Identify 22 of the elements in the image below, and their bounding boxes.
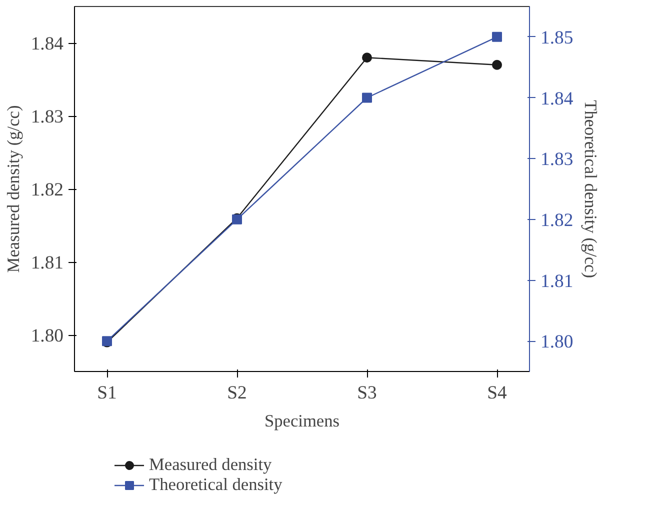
legend-label: Theoretical density bbox=[149, 475, 282, 495]
x-tick-label: S4 bbox=[487, 382, 508, 404]
y-tick-label: 1.84 bbox=[30, 34, 64, 54]
y2-tick-label: 1.80 bbox=[540, 332, 574, 353]
y2-tick-label: 1.82 bbox=[540, 210, 574, 231]
y-tick-label: 1.83 bbox=[30, 106, 64, 128]
y-tick-label: 1.80 bbox=[30, 326, 64, 346]
y2-tick-label: 1.81 bbox=[540, 270, 574, 292]
y2-tick-label: 1.84 bbox=[540, 88, 574, 110]
x-tick-label: S1 bbox=[97, 382, 117, 404]
x-tick-label: S3 bbox=[357, 382, 377, 404]
point bbox=[362, 92, 372, 103]
y2-axis-title: Theoretical density (g/cc) bbox=[581, 100, 600, 278]
y2-tick-label: 1.85 bbox=[540, 27, 574, 48]
y-axis-title: Measured density (g/cc) bbox=[4, 105, 23, 273]
y-tick-label: 1.82 bbox=[30, 180, 64, 200]
point bbox=[492, 32, 502, 42]
x-tick-label: S2 bbox=[227, 382, 247, 404]
x-axis-title: Specimens bbox=[264, 412, 340, 430]
legend-label: Measured density bbox=[149, 455, 272, 475]
y2-tick-label: 1.83 bbox=[540, 149, 574, 170]
y-tick-label: 1.81 bbox=[30, 252, 64, 274]
